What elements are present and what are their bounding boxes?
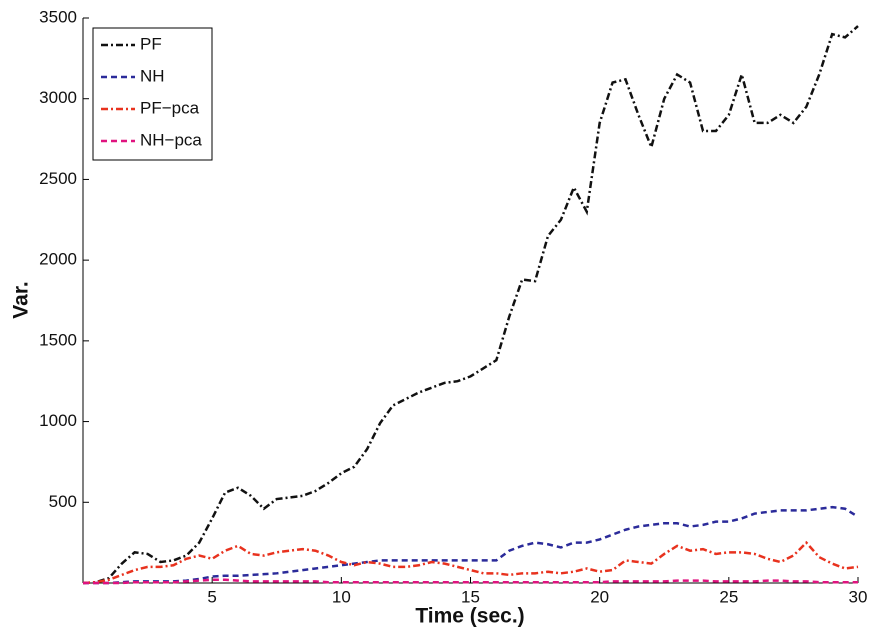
x-tick-label: 5 xyxy=(207,587,216,606)
data-line xyxy=(83,505,859,585)
y-tick-label: 3500 xyxy=(39,7,77,26)
y-tick-label: 2000 xyxy=(39,250,77,269)
x-tick-label: 15 xyxy=(461,587,480,606)
legend-label: PF xyxy=(140,34,162,53)
legend-label: NH−pca xyxy=(140,130,202,149)
y-tick-label: 2500 xyxy=(39,169,77,188)
data-line xyxy=(82,540,859,585)
legend-label: PF−pca xyxy=(140,98,200,117)
y-tick-label: 1000 xyxy=(39,411,77,430)
x-tick-label: 25 xyxy=(719,587,738,606)
x-tick-label: 10 xyxy=(332,587,351,606)
x-tick-label: 20 xyxy=(590,587,609,606)
data-line xyxy=(82,25,859,585)
legend-box xyxy=(92,27,213,161)
y-tick-label: 1500 xyxy=(39,330,77,349)
y-axis-title: Var. xyxy=(10,281,33,318)
y-tick-label: 3000 xyxy=(39,88,77,107)
y-tick-label: 500 xyxy=(49,492,77,511)
legend-label: NH xyxy=(140,66,165,85)
x-axis-title: Time (sec.) xyxy=(415,605,524,628)
x-tick-label: 30 xyxy=(849,587,868,606)
